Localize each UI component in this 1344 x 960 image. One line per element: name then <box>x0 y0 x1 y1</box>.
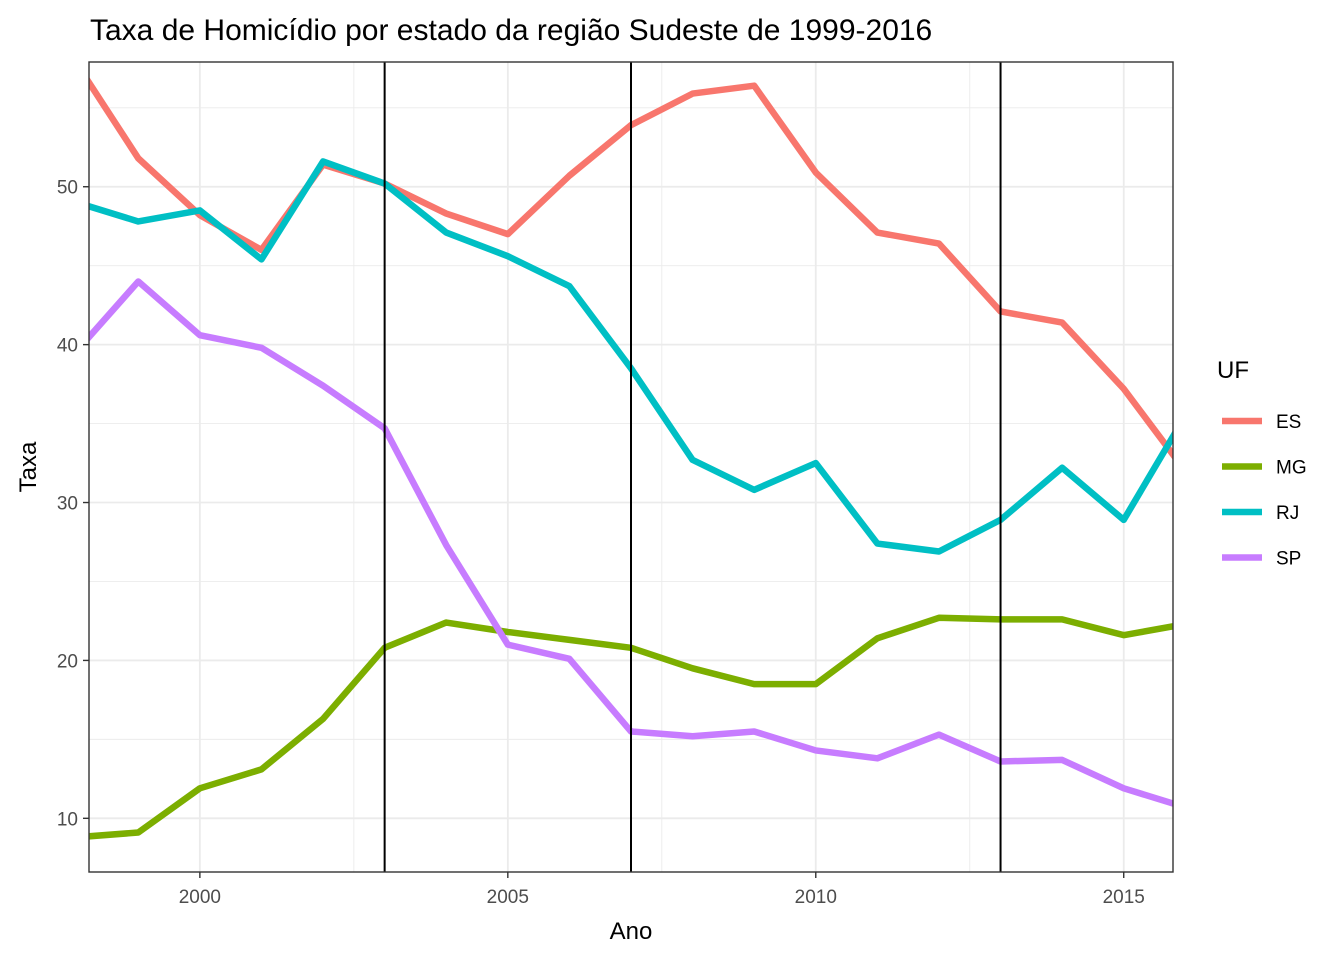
legend: UF ES MG RJ SP <box>1217 357 1307 570</box>
y-tick-label: 30 <box>57 494 78 515</box>
y-tick-label: 20 <box>57 651 78 672</box>
legend-label-mg: MG <box>1276 458 1307 479</box>
legend-label-rj: RJ <box>1276 503 1299 524</box>
x-tick-label: 2015 <box>1103 887 1145 908</box>
x-axis-title: Ano <box>610 918 653 945</box>
panel-border <box>88 61 1174 873</box>
chart-title: Taxa de Homicídio por estado da região S… <box>90 14 932 47</box>
y-tick-label: 10 <box>57 809 78 830</box>
x-tick-label: 2010 <box>795 887 837 908</box>
x-axis: 2000 2005 2010 2015 <box>179 872 1145 908</box>
legend-label-es: ES <box>1276 412 1301 433</box>
y-axis-title: Taxa <box>15 441 42 492</box>
legend-label-sp: SP <box>1276 549 1301 570</box>
x-tick-label: 2005 <box>487 887 529 908</box>
y-axis: 10 20 30 40 50 <box>57 178 89 830</box>
plot-panel <box>88 61 1174 873</box>
y-tick-label: 40 <box>57 336 78 357</box>
reference-lines <box>383 62 1002 872</box>
x-tick-label: 2000 <box>179 887 221 908</box>
y-tick-label: 50 <box>57 178 78 199</box>
legend-title: UF <box>1217 357 1249 384</box>
